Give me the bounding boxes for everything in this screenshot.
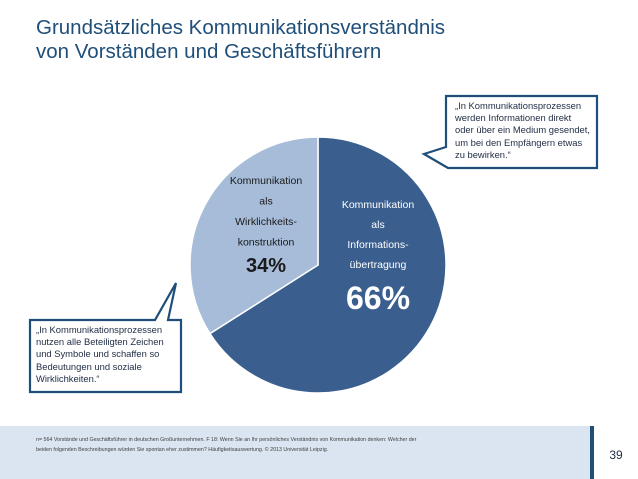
slice-label-informationsuebertragung-line-3: Informations- [347, 239, 409, 251]
footnote-line-1: n= 564 Vorstände und Geschäftsführer in … [36, 437, 417, 443]
callout-bubble-left [28, 282, 183, 394]
slice-label-wirklichkeitskonstruktion-line-4: konstruktion [238, 237, 295, 249]
pie-slices [189, 136, 447, 394]
footnote: n= 564 Vorstände und Geschäftsführer in … [36, 436, 416, 455]
callout-left: „In Kommunikationsprozessen nutzen alle … [36, 324, 164, 385]
callout-right-line-3: oder über ein Medium gesendet, [455, 124, 590, 136]
slice-label-wirklichkeitskonstruktion-line-3: Wirklichkeits- [235, 216, 297, 228]
slice-label-informationsuebertragung-line-2: als [371, 219, 384, 231]
pie-slice-wirklichkeitskonstruktion [189, 136, 319, 335]
callout-right-line-4: um bei den Empfängern etwas [455, 136, 583, 148]
slice-value-wirklichkeitskonstruktion: 34% [246, 255, 286, 277]
page-number-box: 39 [590, 426, 638, 479]
callout-left-line-3: und Symbole und schaffen so [36, 348, 160, 360]
footnote-line-2: beiden folgenden Beschreibungen würden S… [36, 446, 329, 453]
callout-left-line-2: nutzen alle Beteiligten Zeichen [36, 336, 164, 348]
slide-title-line-1: Grundsätzliches Kommunikationsverständni… [36, 16, 446, 39]
slice-label-informationsuebertragung-line-4: übertragung [350, 259, 407, 271]
callout-right-line-1: „In Kommunikationsprozessen [455, 100, 582, 111]
pie-slice-informationsuebertragung [208, 136, 447, 394]
page-number: 39 [609, 448, 623, 462]
footer-bar: n= 564 Vorstände und Geschäftsführer in … [0, 426, 638, 479]
pie-slice-labels: Kommunikation als Informations-übertragung… [230, 175, 415, 316]
callout-right: „In Kommunikationsprozessen werden Infor… [455, 100, 590, 161]
slice-label-wirklichkeitskonstruktion-line-1: Kommunikation [230, 175, 303, 187]
slice-label-wirklichkeitskonstruktion-line-2: als [259, 196, 272, 208]
callout-bubble-right [421, 94, 599, 170]
slide-title: Grundsätzliches Kommunikationsverständni… [36, 16, 445, 64]
slide-title-line-2: von Vorständen und Geschäftsführern [36, 40, 382, 63]
slice-label-informationsuebertragung-line-1: Kommunikation [342, 199, 415, 211]
callout-right-line-5: zu bewirken.“ [455, 148, 511, 160]
callout-left-line-4: Bedeutungen und soziale [36, 360, 142, 372]
callout-left-line-5: Wirklichkeiten.“ [36, 372, 100, 384]
callout-left-line-1: „In Kommunikationsprozessen [36, 324, 163, 335]
callout-right-line-2: werden Informationen direkt [455, 112, 572, 124]
slice-value-informationsuebertragung: 66% [346, 280, 410, 316]
